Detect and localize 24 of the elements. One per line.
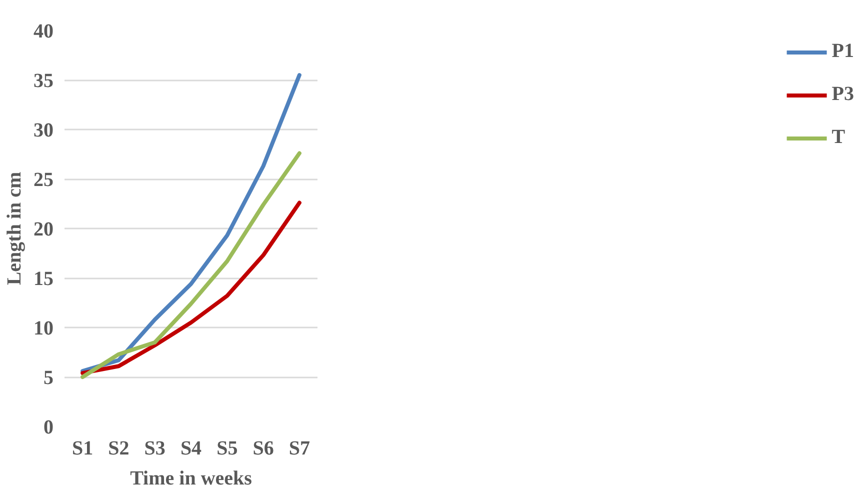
y-tick-label: 5 [44, 367, 54, 389]
y-tick-label: 10 [34, 318, 54, 340]
x-tick-label: S1 [72, 438, 94, 460]
y-axis-title: Length in cm [4, 171, 26, 286]
x-tick-label: S5 [216, 438, 238, 460]
y-tick-label: 35 [34, 70, 54, 92]
y-tick-label: 25 [34, 169, 54, 191]
legend-label: P1 [832, 40, 854, 63]
line-series [80, 200, 302, 376]
y-tick-label: 15 [34, 268, 54, 290]
x-tick-label: S3 [144, 438, 166, 460]
y-tick-label: 0 [44, 416, 54, 438]
x-axis-title: Time in weeks [130, 468, 252, 490]
y-tick-label: 20 [34, 218, 54, 240]
line-series [80, 151, 302, 379]
x-tick-label: S4 [180, 438, 202, 460]
y-tick-label: 30 [34, 120, 54, 142]
x-tick-label: S7 [288, 438, 310, 460]
x-tick-label: S2 [108, 438, 130, 460]
y-tick-label: 40 [34, 20, 54, 42]
legend-label: T [832, 126, 846, 149]
line-series [80, 73, 302, 374]
legend-label: P3 [832, 83, 854, 106]
x-tick-label: S6 [252, 438, 274, 460]
